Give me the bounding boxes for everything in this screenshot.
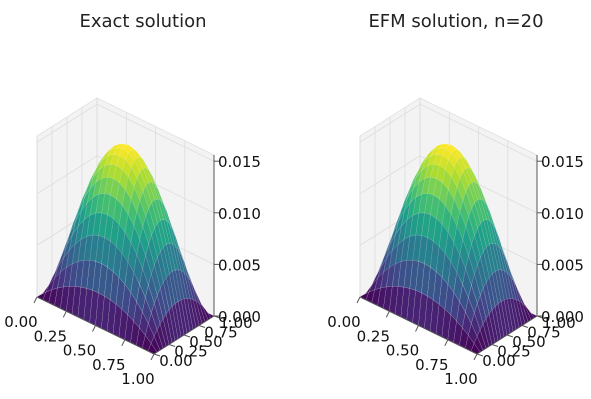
z-tick-label: 0.005 [541,256,584,274]
z-tick-label: 0.000 [541,308,584,326]
z-tick-label: 0.000 [218,308,261,326]
z-tick-label: 0.015 [541,153,584,171]
gridline [359,155,421,195]
x-tick-label: 0.50 [386,342,419,360]
x-tick-mark [415,325,419,332]
y-tick-mark [168,344,176,347]
surface [359,143,538,355]
x-tick-label: 0.25 [357,327,390,345]
y-tick-mark [491,344,499,347]
x-tick-mark [121,339,126,347]
x-tick-mark [473,353,478,361]
gridline [36,155,98,195]
x-tick-label: 0.75 [415,356,448,374]
exact-solution-plot: Exact solution 0.000.250.500.751.000.000… [4,11,261,388]
x-tick-mark [444,339,449,347]
surface [36,143,215,355]
y-tick-label: 1.00 [542,314,575,332]
x-tick-mark [356,296,361,304]
x-tick-label: 1.00 [121,370,154,388]
x-tick-label: 0.00 [4,313,37,331]
y-tick-label: 0.50 [512,333,545,351]
x-tick-label: 1.00 [444,370,477,388]
x-tick-mark [385,311,390,318]
y-tick-label: 0.25 [174,343,207,361]
x-tick-mark [33,296,38,304]
y-tick-label: 1.00 [219,314,252,332]
x-tick-mark [62,311,67,318]
x-tick-label: 0.50 [63,342,96,360]
z-tick-label: 0.005 [218,256,261,274]
x-tick-mark [150,353,155,361]
y-tick-mark [476,353,484,357]
plot-title: Exact solution [79,11,206,32]
gridline [419,103,538,162]
y-tick-mark [183,334,191,338]
x-tick-label: 0.75 [92,356,125,374]
y-tick-label: 0.50 [189,333,222,351]
y-tick-mark [153,353,161,357]
y-tick-mark [198,325,206,328]
plot-title: EFM solution, n=20 [368,11,543,32]
z-tick-label: 0.010 [541,205,584,223]
x-tick-label: 0.25 [34,327,67,345]
y-tick-label: 0.00 [159,352,192,370]
efm-solution-plot: EFM solution, n=20 0.000.250.500.751.000… [327,11,584,388]
y-tick-label: 0.75 [527,324,560,342]
gridline [36,103,98,143]
z-tick-label: 0.010 [218,205,261,223]
y-tick-label: 0.75 [204,324,237,342]
x-tick-mark [92,325,96,332]
gridline [359,103,421,143]
x-tick-label: 0.00 [327,313,360,331]
gridline [96,103,215,162]
y-tick-mark [521,325,529,328]
z-tick-label: 0.015 [218,153,261,171]
y-tick-label: 0.25 [497,343,530,361]
y-tick-mark [506,334,514,338]
y-tick-label: 0.00 [482,352,515,370]
